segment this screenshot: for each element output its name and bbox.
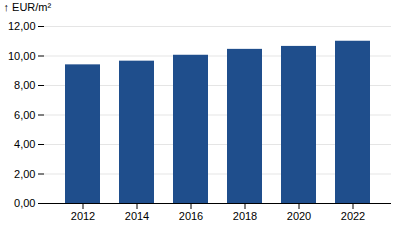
svg-text:0,00: 0,00 xyxy=(14,197,35,209)
svg-text:2014: 2014 xyxy=(125,210,149,222)
svg-text:10,00: 10,00 xyxy=(8,50,36,62)
svg-text:↑ EUR/m²: ↑ EUR/m² xyxy=(4,1,52,13)
svg-text:2,00: 2,00 xyxy=(14,168,35,180)
svg-text:2016: 2016 xyxy=(179,210,203,222)
svg-text:6,00: 6,00 xyxy=(14,109,35,121)
svg-text:4,00: 4,00 xyxy=(14,138,35,150)
svg-text:2012: 2012 xyxy=(71,210,95,222)
svg-text:2020: 2020 xyxy=(287,210,311,222)
svg-text:2018: 2018 xyxy=(233,210,257,222)
svg-text:12,00: 12,00 xyxy=(8,20,36,32)
svg-text:2022: 2022 xyxy=(341,210,365,222)
svg-text:8,00: 8,00 xyxy=(14,79,35,91)
